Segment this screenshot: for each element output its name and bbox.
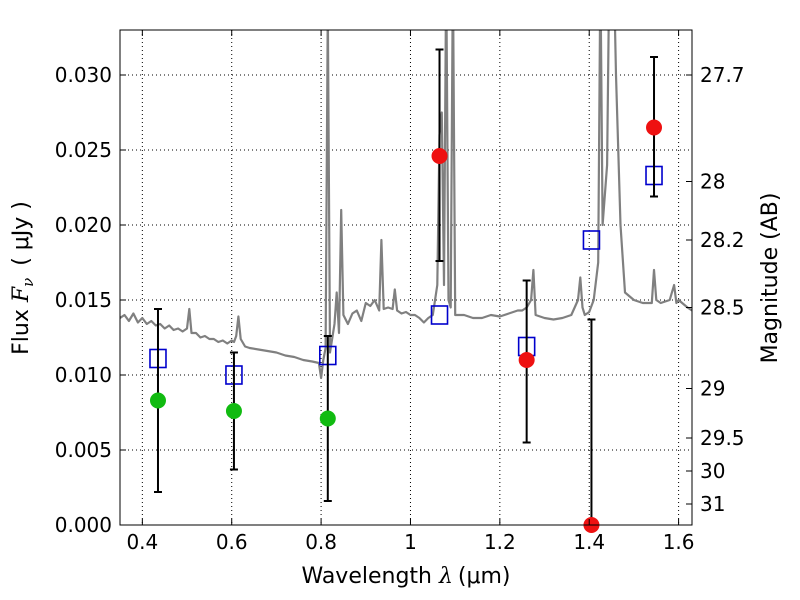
x-axis-ticks: 0.4 0.6 0.8 1 1.2 1.4 1.6 [126, 30, 695, 554]
y-tick-label: 0.025 [55, 138, 112, 162]
spectrum-line [120, 30, 692, 380]
nondetection-point [225, 403, 242, 419]
y-tick-label: 0.005 [55, 438, 112, 462]
y-axis-title: Flux Fν ( μJy ) [9, 201, 37, 355]
x-tick-label: 1 [404, 530, 417, 554]
x-tick-label: 1.6 [663, 530, 695, 554]
y-axis-symbol: F [9, 286, 34, 303]
magnitude-tick-label: 28.5 [700, 296, 745, 320]
y-tick-label: 0.000 [55, 513, 112, 537]
plot-background [120, 30, 692, 525]
magnitude-axis-ticks: 27.7 28 28.2 28.5 29 29.5 30 31 [686, 63, 745, 516]
y-tick-label: 0.015 [55, 288, 112, 312]
x-axis-symbol: λ [438, 564, 453, 589]
right-axis-title: Magnitude (AB) [758, 193, 783, 364]
photometry-points-layer [149, 119, 663, 533]
y-axis-symbol-sub: ν [19, 278, 37, 287]
y-axis-unit: ( μJy ) [9, 201, 34, 266]
magnitude-tick-label: 31 [700, 492, 725, 516]
x-axis-title-prefix: Wavelength [301, 564, 439, 589]
detection-point [518, 352, 535, 368]
x-tick-label: 1.4 [573, 530, 605, 554]
x-axis-title: Wavelength λ (μm) [301, 564, 510, 589]
y-tick-label: 0.030 [55, 63, 112, 87]
model-box-marker [430, 305, 449, 325]
y-axis-ticks: 0.000 0.005 0.010 0.015 0.020 0.025 0.030 [55, 63, 126, 537]
magnitude-tick-label: 30 [700, 459, 725, 483]
nondetection-point [149, 392, 166, 409]
y-tick-label: 0.020 [55, 213, 112, 237]
plot-frame [119, 29, 693, 526]
magnitude-tick-label: 29 [700, 377, 725, 401]
x-axis-unit: (μm) [458, 564, 511, 589]
magnitude-tick-label: 27.7 [700, 63, 745, 87]
detection-point [431, 148, 448, 164]
x-tick-label: 0.4 [126, 530, 158, 554]
grid-lines [120, 30, 692, 525]
nondetection-point [319, 410, 336, 427]
magnitude-tick-label: 28.2 [700, 228, 745, 252]
magnitude-tick-label: 28 [700, 170, 725, 194]
detection-point [646, 119, 663, 136]
spectrum-layer [120, 30, 692, 380]
x-tick-label: 1.2 [484, 530, 516, 554]
model-box-marker [582, 230, 601, 250]
model-box-layer [149, 165, 663, 385]
y-axis-title-prefix: Flux [9, 302, 34, 355]
x-tick-label: 0.6 [216, 530, 248, 554]
y-tick-label: 0.010 [55, 363, 112, 387]
magnitude-tick-label: 29.5 [700, 426, 745, 450]
x-tick-label: 0.8 [305, 530, 337, 554]
